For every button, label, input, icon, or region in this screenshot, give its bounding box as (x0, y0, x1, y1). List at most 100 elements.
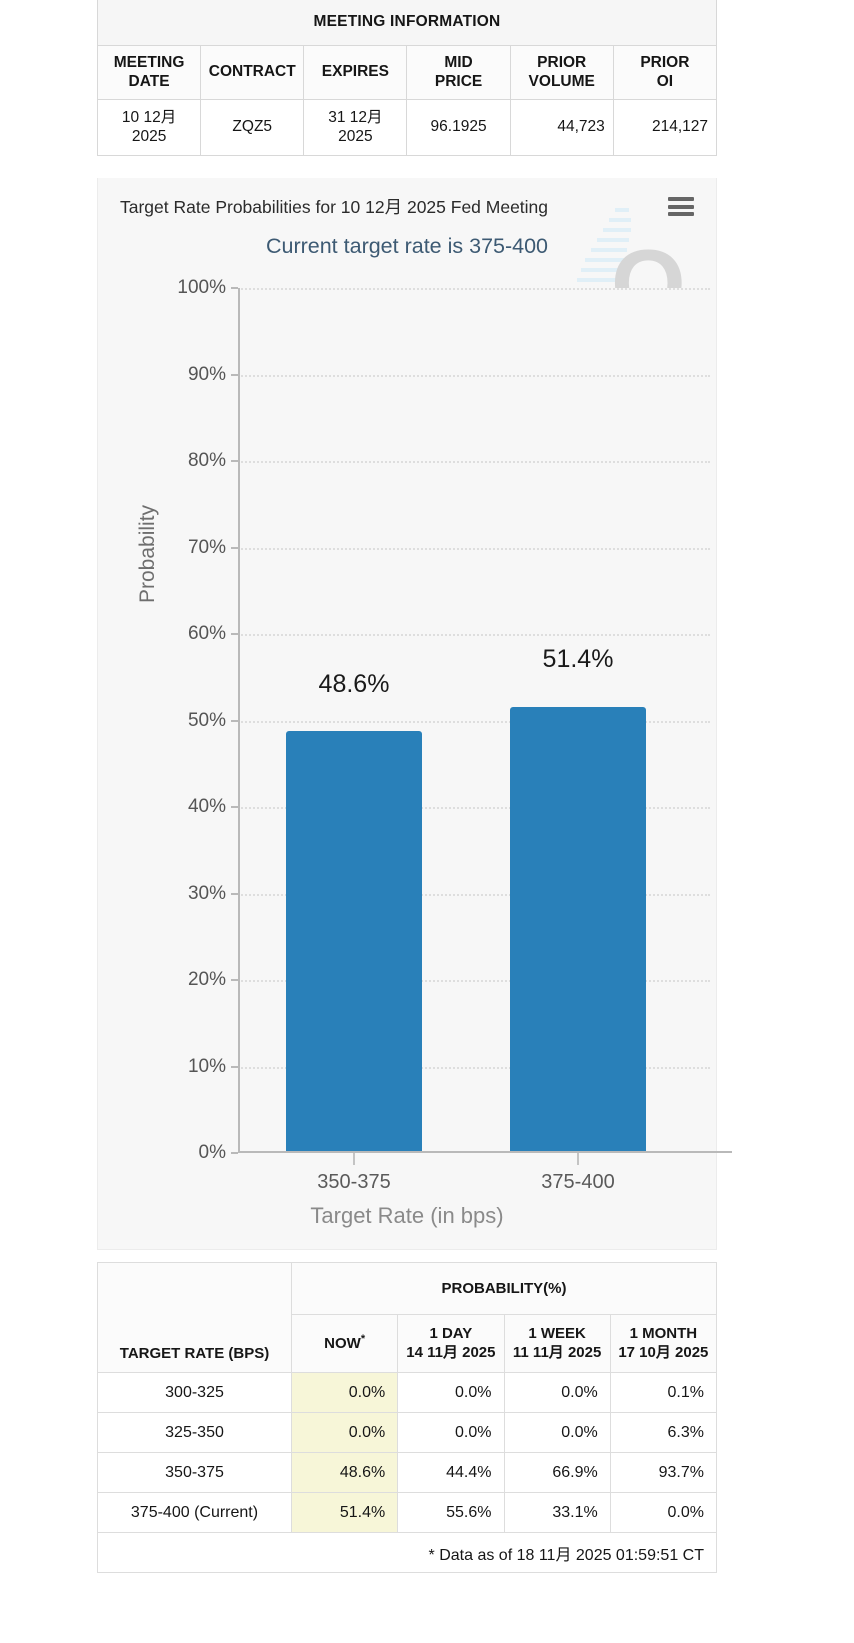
cell-350-375-1month: 93.7% (609, 1452, 718, 1493)
ytick-mark-90 (231, 373, 238, 376)
cell-300-325-1week: 0.0% (503, 1372, 611, 1413)
table-row: 325-350 0.0% 0.0% 0.0% 6.3% (97, 1412, 718, 1453)
chart-plot-area: 100% 90% 80% 70% 60% 50% 40% 30% 20% 10%… (177, 277, 732, 1193)
cell-350-375-1day: 44.4% (397, 1452, 505, 1493)
xtick-label-350-375: 350-375 (317, 1171, 391, 1193)
gridline-20 (238, 980, 710, 982)
hamburger-menu-icon[interactable] (668, 197, 694, 216)
cell-375-400-now: 51.4% (290, 1492, 399, 1533)
hamburger-bar-3 (668, 212, 694, 216)
ytick-label-70: 70% (187, 536, 226, 558)
col-prior-oi-l2: OI (656, 72, 674, 90)
chart-title: Target Rate Probabilities for 10 12月 202… (120, 197, 549, 217)
gridline-70 (238, 547, 710, 550)
prob-col-now-label: NOW (324, 1335, 361, 1353)
ytick-label-20: 20% (187, 969, 226, 990)
col-prior-oi-l1: PRIOR (640, 54, 690, 72)
gridline-10 (238, 1066, 710, 1069)
ytick-label-80: 80% (187, 450, 226, 471)
xtick-mark-350-375 (353, 1153, 355, 1165)
ytick-mark-80 (231, 460, 238, 462)
cell-375-400-1month: 0.0% (609, 1492, 718, 1533)
col-prior-volume: PRIOR VOLUME (509, 45, 614, 100)
bar-value-label-375-400: 51.4% (542, 645, 614, 673)
gridline-100 (238, 288, 710, 290)
gridline-50 (238, 720, 710, 723)
table-row: 300-325 0.0% 0.0% 0.0% 0.1% (97, 1372, 718, 1413)
gridline-90 (238, 374, 710, 377)
meeting-information-section: MEETING INFORMATION MEETING DATE CONTRAC… (96, 0, 718, 156)
cell-325-350-1week: 0.0% (503, 1412, 611, 1453)
x-axis-title: Target Rate (in bps) (310, 1203, 504, 1228)
ytick-mark-50 (231, 719, 238, 722)
table-footnote-row: * Data as of 18 11月 2025 01:59:51 CT (97, 1532, 717, 1573)
col-expires: EXPIRES (303, 45, 408, 100)
row-rate-350-375: 350-375 (97, 1452, 292, 1493)
meeting-information-table: MEETING INFORMATION MEETING DATE CONTRAC… (96, 0, 718, 156)
probability-table: TARGET RATE (BPS) PROBABILITY(%) NOW* 1 … (97, 1262, 718, 1573)
col-prior-volume-l1: PRIOR (537, 54, 587, 72)
chart-panel: Target Rate Probabilities for 10 12月 202… (97, 178, 732, 1250)
gridline-60 (238, 634, 710, 636)
cell-prior-volume: 44,723 (509, 99, 614, 156)
col-prior-oi: PRIOR OI (612, 45, 718, 100)
cell-meeting-date-l1: 10 12月 (121, 108, 177, 126)
cell-mid-price: 96.1925 (406, 99, 511, 156)
row-rate-375-400-current: 375-400 (Current) (97, 1492, 292, 1533)
ytick-mark-20 (231, 979, 238, 981)
bar-350-375[interactable] (286, 731, 422, 1151)
y-axis-line (238, 288, 240, 1153)
bar-375-400[interactable] (510, 707, 646, 1151)
col-meeting-date-l2: DATE (128, 72, 170, 90)
data-as-of-footnote: * Data as of 18 11月 2025 01:59:51 CT (97, 1532, 717, 1573)
cell-325-350-now: 0.0% (290, 1412, 399, 1453)
ytick-label-100: 100% (177, 277, 226, 298)
cell-325-350-1day: 0.0% (397, 1412, 505, 1453)
prob-corner-header: TARGET RATE (BPS) (97, 1262, 292, 1373)
col-mid-price-l2: PRICE (434, 72, 483, 90)
ytick-label-60: 60% (187, 623, 226, 644)
cell-375-400-1day: 55.6% (397, 1492, 505, 1533)
cell-300-325-1month: 0.1% (609, 1372, 718, 1413)
ytick-mark-60 (231, 633, 238, 635)
table-row: 10 12月 2025 ZQZ5 31 12月 2025 96.1925 44,… (96, 99, 718, 156)
col-prior-volume-l2: VOLUME (528, 72, 595, 90)
cell-meeting-date-l2: 2025 (131, 127, 167, 145)
cell-300-325-1day: 0.0% (397, 1372, 505, 1413)
ytick-mark-70 (231, 546, 238, 549)
probability-table-section: TARGET RATE (BPS) PROBABILITY(%) NOW* 1 … (97, 1262, 718, 1573)
ytick-mark-100 (231, 287, 238, 289)
meeting-information-title: MEETING INFORMATION (97, 0, 717, 46)
ytick-mark-10 (231, 1065, 238, 1068)
cell-375-400-1week: 33.1% (503, 1492, 611, 1533)
cell-300-325-now: 0.0% (290, 1372, 399, 1413)
cell-350-375-1week: 66.9% (503, 1452, 611, 1493)
cell-325-350-1month: 6.3% (609, 1412, 718, 1453)
ytick-label-10: 10% (187, 1055, 226, 1077)
xtick-mark-375-400 (577, 1153, 579, 1165)
gridline-40 (238, 807, 710, 809)
x-axis-line (238, 1151, 732, 1153)
prob-col-1month-label: 1 MONTH (629, 1324, 698, 1342)
prob-col-1month: 1 MONTH 17 10月 2025 (609, 1314, 718, 1373)
ytick-mark-40 (231, 806, 238, 808)
ytick-mark-30 (231, 892, 238, 895)
ytick-label-40: 40% (187, 796, 226, 817)
prob-col-1day-date: 14 11月 2025 (406, 1343, 496, 1361)
row-rate-325-350: 325-350 (97, 1412, 292, 1453)
prob-col-1day-label: 1 DAY (429, 1324, 473, 1342)
ytick-label-0: 0% (198, 1142, 226, 1163)
table-row: 350-375 48.6% 44.4% 66.9% 93.7% (97, 1452, 718, 1493)
prob-col-1month-date: 17 10月 2025 (618, 1343, 709, 1361)
row-rate-300-325: 300-325 (97, 1372, 292, 1413)
cell-350-375-now: 48.6% (290, 1452, 399, 1493)
prob-col-1week: 1 WEEK 11 11月 2025 (503, 1314, 611, 1373)
chart-subtitle: Current target rate is 375-400 (265, 234, 549, 258)
cell-expires-l2: 2025 (338, 127, 373, 145)
hamburger-bar-1 (668, 197, 694, 201)
xtick-label-375-400: 375-400 (541, 1171, 615, 1193)
cell-contract: ZQZ5 (200, 99, 305, 156)
prob-col-1week-label: 1 WEEK (528, 1324, 586, 1342)
prob-col-now: NOW* (290, 1314, 399, 1373)
